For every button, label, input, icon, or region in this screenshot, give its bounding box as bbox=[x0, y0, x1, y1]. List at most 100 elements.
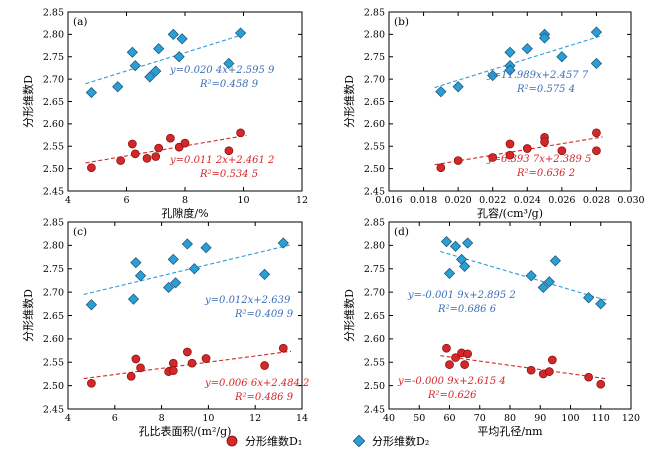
panel-label: (c) bbox=[73, 226, 87, 238]
chart-panel: 4 6 8 10 12 2.45 2.50 2.55 2.60 2.65 2.70 2.75 2.80 2… bbox=[22, 7, 308, 220]
panel-label: (d) bbox=[394, 226, 409, 238]
y-tick-label: 2.45 bbox=[43, 404, 64, 415]
regression-equation: y=0.006 6x+2.484 2 bbox=[204, 378, 309, 389]
y-tick-label: 2.50 bbox=[43, 381, 64, 392]
data-point-d1 bbox=[592, 146, 601, 156]
data-point-d2 bbox=[144, 71, 156, 83]
x-tick-label: 6 bbox=[112, 413, 118, 424]
x-tick-label: 0.020 bbox=[445, 195, 472, 206]
data-point-d1 bbox=[128, 139, 137, 149]
data-point-d2 bbox=[556, 51, 568, 63]
x-tick-label: 0.024 bbox=[514, 195, 541, 206]
data-point-d1 bbox=[505, 150, 515, 160]
x-tick-label: 6 bbox=[123, 195, 129, 206]
x-tick-label: 70 bbox=[474, 413, 486, 424]
data-point-d1 bbox=[557, 146, 567, 156]
regression-equation: y=11.989x+2.457 7 bbox=[486, 70, 589, 81]
y-tick-label: 2.45 bbox=[43, 186, 64, 197]
r-squared-label: R²=0.409 9 bbox=[234, 309, 294, 320]
data-point-d2 bbox=[126, 46, 138, 58]
y-tick-label: 2.60 bbox=[43, 119, 64, 130]
data-point-d2 bbox=[188, 263, 200, 275]
x-tick-label: 0.018 bbox=[410, 195, 437, 206]
data-point-d2 bbox=[167, 253, 179, 265]
data-point-d2 bbox=[277, 237, 289, 249]
x-tick-label: 50 bbox=[413, 413, 425, 424]
data-point-d1 bbox=[224, 146, 234, 156]
x-tick-label: 8 bbox=[182, 195, 188, 206]
regression-equation: y=-0.001 9x+2.895 2 bbox=[407, 290, 516, 301]
x-tick-label: 8 bbox=[159, 413, 165, 424]
y-axis-label: 分形维数D bbox=[22, 75, 35, 128]
data-point-d1 bbox=[540, 137, 549, 147]
data-point-d2 bbox=[487, 69, 499, 82]
y-tick-label: 2.75 bbox=[364, 264, 385, 275]
x-axis-label: 孔容/(cm³/g) bbox=[477, 206, 543, 220]
data-point-d2 bbox=[85, 86, 97, 99]
fit-line-d2 bbox=[85, 32, 247, 85]
y-tick-label: 2.80 bbox=[364, 30, 385, 41]
x-tick-label: 80 bbox=[504, 413, 516, 424]
data-point-d2 bbox=[258, 268, 271, 280]
data-point-d2 bbox=[234, 27, 247, 39]
x-tick-label: 4 bbox=[65, 413, 71, 424]
fit-line-d2 bbox=[434, 34, 603, 89]
x-axis-label: 孔隙度/% bbox=[161, 206, 208, 220]
data-point-d1 bbox=[116, 156, 126, 165]
data-point-d1 bbox=[168, 366, 178, 376]
r-squared-label: R²=0.626 bbox=[427, 390, 477, 401]
y-tick-label: 2.70 bbox=[43, 74, 64, 85]
data-point-d2 bbox=[153, 43, 165, 55]
data-point-d1 bbox=[460, 360, 469, 369]
chart-panel: 0.016 0.018 0.020 0.022 0.024 0.026 0.028 0.030… bbox=[343, 7, 645, 220]
data-point-d1 bbox=[592, 128, 601, 138]
data-point-d2 bbox=[181, 238, 193, 250]
data-point-d2 bbox=[590, 57, 603, 70]
y-tick-label: 2.85 bbox=[43, 7, 64, 18]
fit-line-d1 bbox=[83, 350, 292, 380]
data-point-d1 bbox=[151, 152, 161, 161]
data-point-d1 bbox=[168, 358, 178, 368]
data-point-d1 bbox=[278, 343, 288, 353]
chart-panel: 4 6 8 10 12 14 2.45 2.50 2.55 2.60 2.65 2.70 2.75 2.8… bbox=[22, 217, 309, 438]
data-point-d2 bbox=[129, 60, 141, 72]
y-tick-label: 2.55 bbox=[364, 142, 385, 153]
y-tick-label: 2.85 bbox=[43, 217, 64, 228]
legend-label-d1: 分形维数D₁ bbox=[245, 435, 302, 448]
r-squared-label: R²=0.636 2 bbox=[516, 168, 575, 179]
y-tick-label: 2.60 bbox=[364, 334, 385, 345]
r-squared-label: R²=0.486 9 bbox=[234, 392, 294, 403]
x-tick-label: 10 bbox=[202, 413, 214, 424]
x-axis-label: 平均孔径/nm bbox=[477, 425, 543, 438]
x-tick-label: 12 bbox=[296, 195, 308, 206]
data-point-d2 bbox=[173, 51, 185, 63]
regression-equation: y=0.012x+2.639 bbox=[204, 295, 291, 306]
x-tick-label: 4 bbox=[65, 195, 71, 206]
data-point-d2 bbox=[595, 298, 607, 310]
y-tick-label: 2.65 bbox=[43, 97, 64, 108]
fit-line-d1 bbox=[440, 355, 607, 380]
data-point-d1 bbox=[488, 153, 498, 162]
data-point-d1 bbox=[463, 349, 472, 359]
data-point-d2 bbox=[525, 270, 537, 282]
data-point-d2 bbox=[150, 65, 162, 77]
x-tick-label: 0.030 bbox=[617, 195, 644, 206]
data-point-d1 bbox=[453, 156, 463, 165]
y-tick-label: 2.55 bbox=[364, 358, 385, 369]
y-tick-label: 2.70 bbox=[364, 287, 385, 298]
chart-panel: 40 50 60 70 80 90 100 110 120 2.45 2.50 2.55 2.60 2.6… bbox=[343, 217, 640, 438]
data-point-d2 bbox=[127, 293, 140, 305]
data-point-d2 bbox=[504, 46, 516, 58]
x-tick-label: 14 bbox=[296, 413, 308, 424]
y-tick-label: 2.60 bbox=[43, 334, 64, 345]
data-point-d2 bbox=[170, 277, 182, 289]
data-point-d2 bbox=[112, 81, 124, 93]
data-point-d1 bbox=[584, 372, 594, 382]
y-tick-label: 2.80 bbox=[364, 241, 385, 252]
data-point-d2 bbox=[167, 28, 179, 40]
y-tick-label: 2.85 bbox=[364, 217, 385, 228]
x-tick-label: 0.022 bbox=[479, 195, 506, 206]
data-point-d1 bbox=[236, 128, 245, 138]
data-point-d2 bbox=[223, 57, 235, 70]
data-point-d2 bbox=[85, 299, 97, 311]
